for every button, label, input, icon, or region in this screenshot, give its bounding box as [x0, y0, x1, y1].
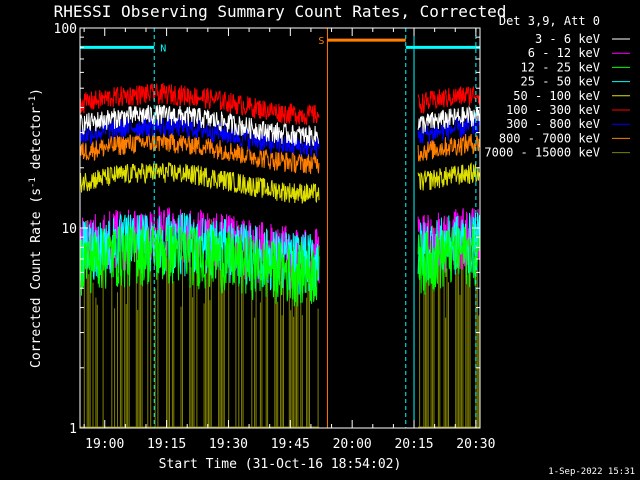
series-100-300-kev-seg-1 — [417, 85, 480, 114]
x-axis-label: Start Time (31-Oct-16 18:54:02) — [159, 457, 402, 472]
series-800-7000-kev-seg-1 — [417, 133, 480, 162]
x-tick-label-6: 20:30 — [456, 437, 495, 452]
y-axis-label-part-3: ) — [29, 88, 44, 96]
flag-label-n: N — [160, 43, 166, 54]
y-axis-label-sup-1: -1 — [28, 177, 38, 188]
series-50-100-kev-seg-0 — [79, 162, 320, 204]
date-stamp: 1-Sep-2022 15:31 — [548, 467, 635, 477]
series-800-7000-kev-seg-0 — [79, 132, 320, 175]
series-layer — [79, 82, 480, 428]
series-12-25-kev-seg-1 — [417, 224, 480, 295]
legend-label-12-25-kev: 12 - 25 keV — [521, 60, 600, 74]
legend-label-25-50-kev: 25 - 50 keV — [521, 75, 600, 89]
legend-label-7000-15000-kev: 7000 - 15000 keV — [484, 146, 600, 160]
legend-label-3-6-kev: 3 - 6 keV — [535, 32, 600, 46]
series-7000-15000-kev-spikes-1 — [419, 220, 480, 428]
series-3-6-kev-seg-0 — [79, 104, 320, 146]
series-50-100-kev-seg-1 — [417, 162, 480, 191]
x-tick-label-2: 19:30 — [209, 437, 248, 452]
legend-label-6-12-kev: 6 - 12 keV — [528, 46, 600, 60]
y-axis-label-part-1: Corrected Count Rate (s — [29, 188, 44, 368]
legend-label-100-300-kev: 100 - 300 keV — [506, 103, 600, 117]
legend-label-800-7000-kev: 800 - 7000 keV — [499, 131, 600, 145]
x-tick-label-4: 20:00 — [333, 437, 372, 452]
series-3-6-kev-seg-1 — [417, 105, 480, 134]
x-tick-label-0: 19:00 — [85, 437, 124, 452]
legend-title: Det 3,9, Att 0 — [499, 14, 600, 28]
flag-label-s: S — [318, 36, 324, 47]
y-tick-label-1: 10 — [61, 222, 77, 237]
y-tick-label-2: 100 — [54, 22, 77, 37]
legend-label-50-100-kev: 50 - 100 keV — [513, 89, 600, 103]
legend-label-300-800-kev: 300 - 800 keV — [506, 117, 600, 131]
y-tick-label-0: 1 — [69, 422, 77, 437]
tick-layer: 19:00 19:15 19:30 19:45 20:00 20:15 20:30 1 10 10… — [54, 22, 496, 452]
x-tick-label-1: 19:15 — [147, 437, 186, 452]
series-12-25-kev-seg-0 — [79, 224, 320, 307]
x-tick-label-3: 19:45 — [271, 437, 310, 452]
x-tick-label-5: 20:15 — [394, 437, 433, 452]
y-axis-label-sup-2: -1 — [28, 96, 38, 107]
series-300-800-kev-seg-0 — [79, 115, 320, 158]
chart-title: RHESSI Observing Summary Count Rates, Co… — [54, 2, 507, 21]
series-7000-15000-kev-spikes-0 — [83, 219, 319, 428]
y-axis-label-part-2: detector — [29, 107, 44, 178]
y-axis-label: Corrected Count Rate (s-1 detector-1) — [28, 88, 44, 368]
series-100-300-kev-seg-0 — [79, 82, 320, 125]
